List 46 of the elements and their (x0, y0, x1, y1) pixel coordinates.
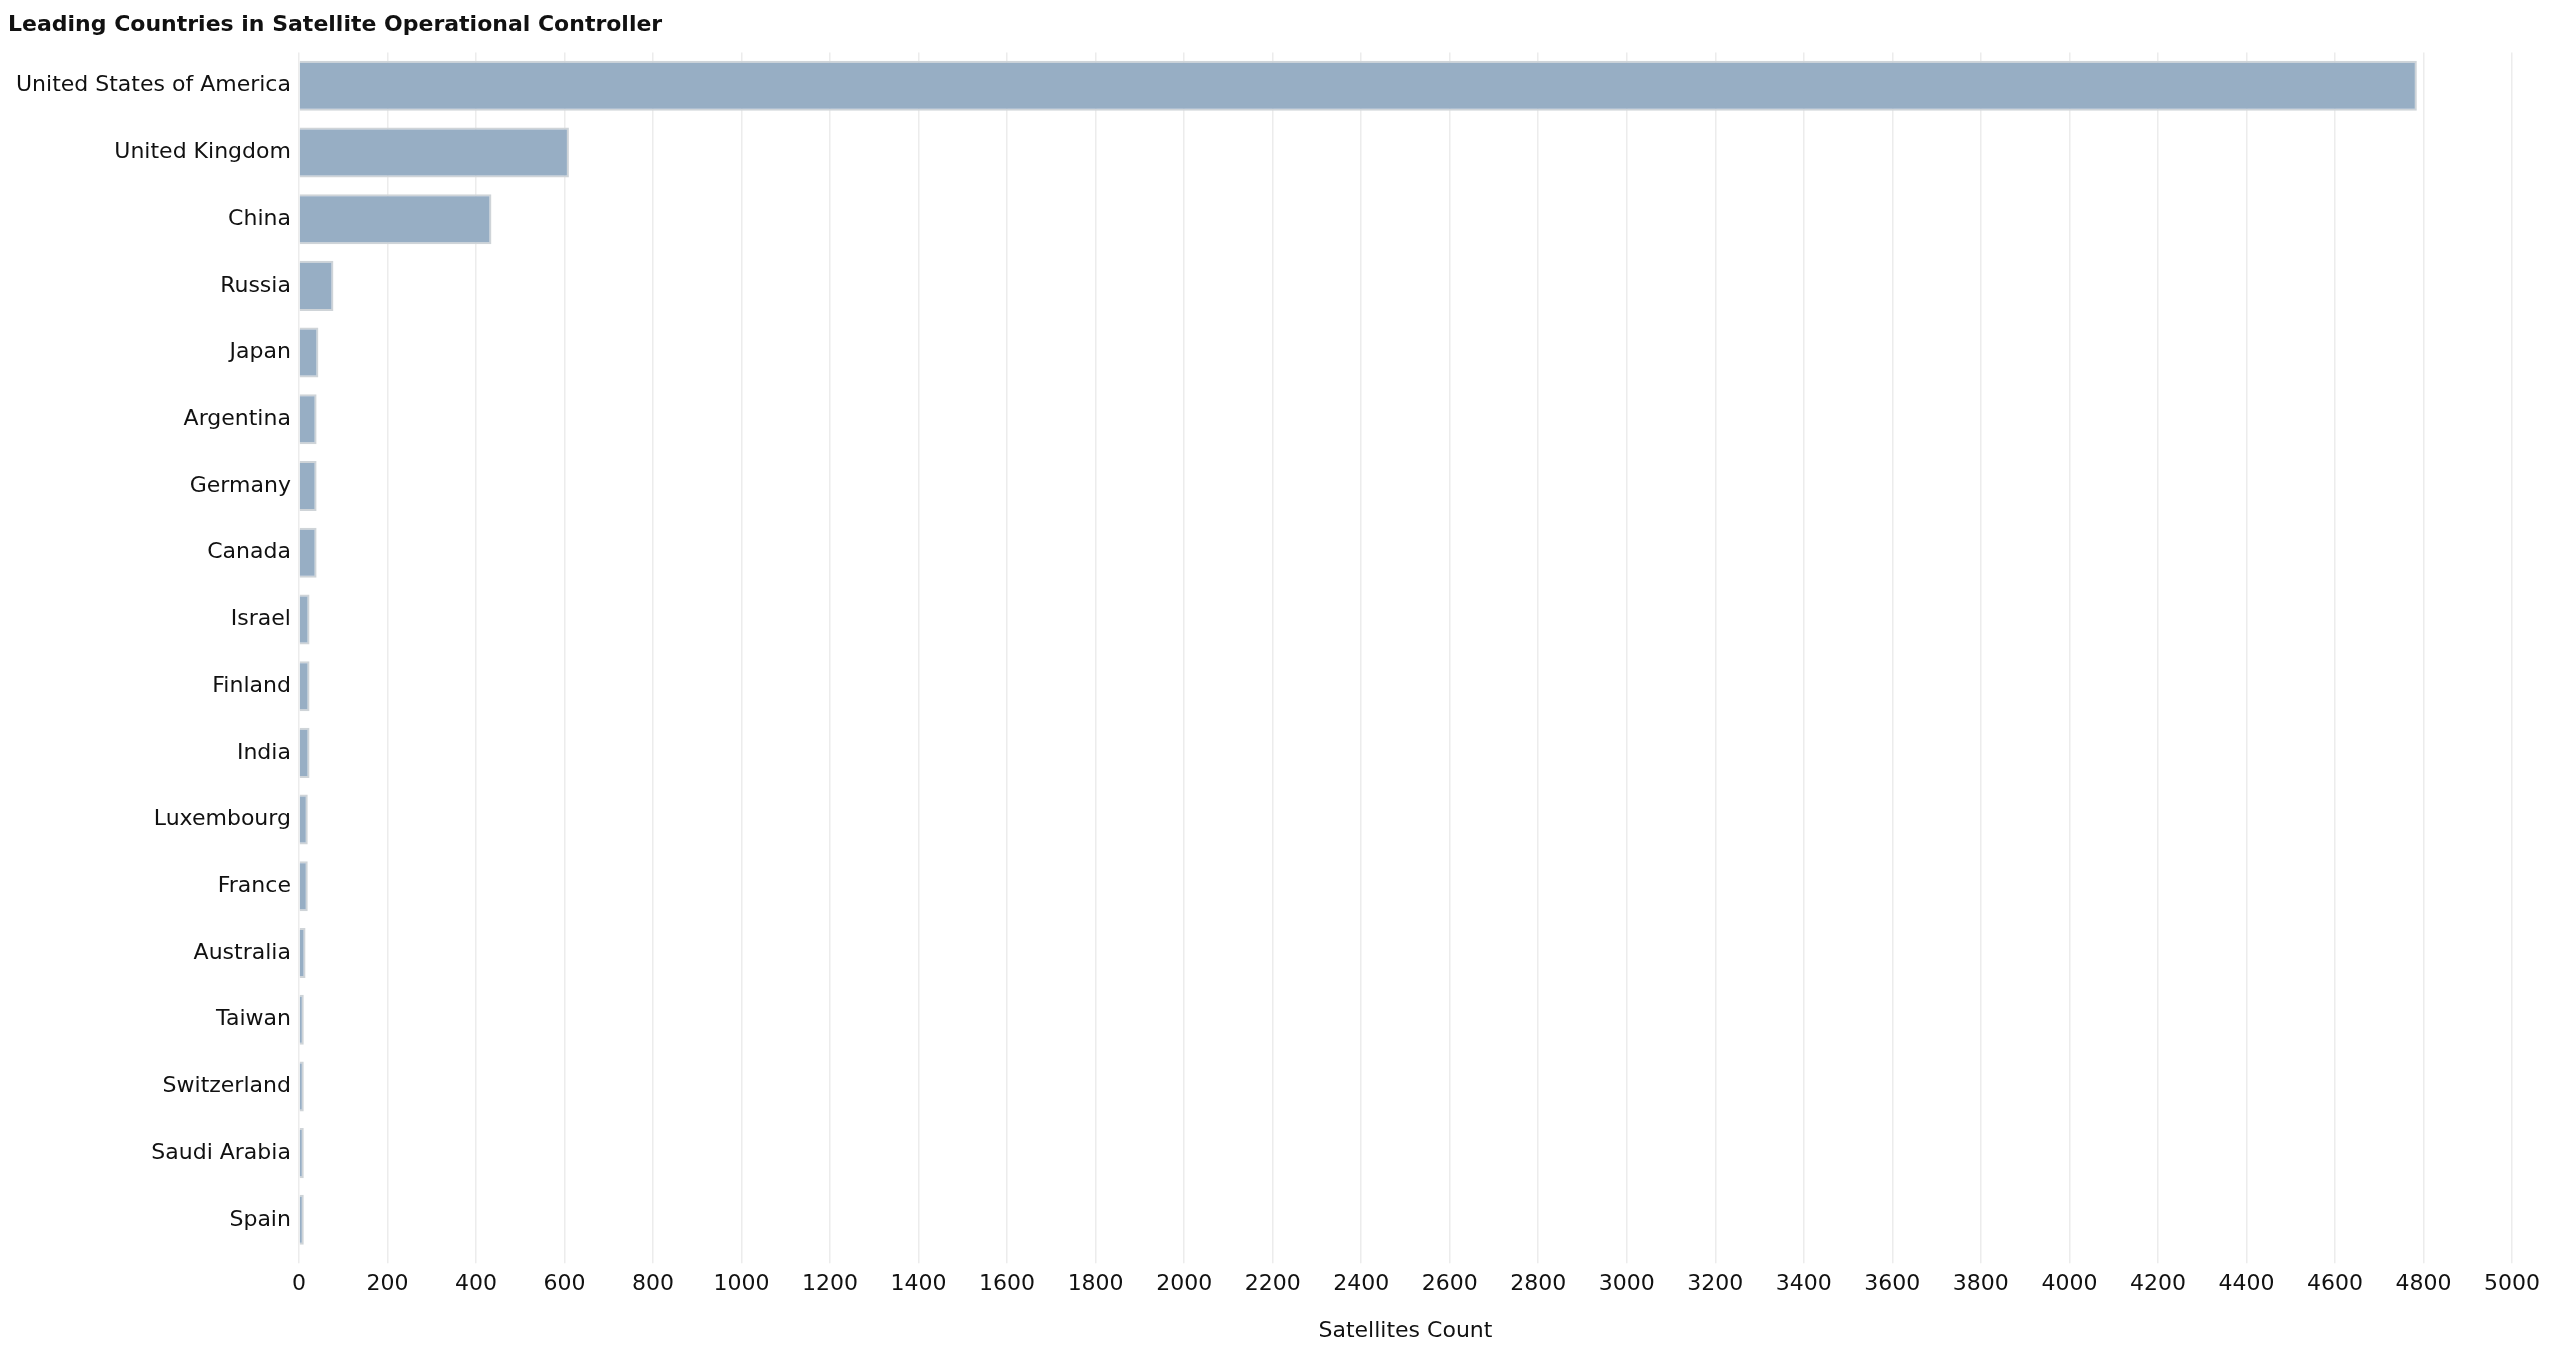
y-tick-label: Australia (193, 938, 291, 964)
x-tick-label: 3400 (1775, 1270, 1832, 1296)
x-tick-label: 600 (543, 1270, 586, 1296)
x-tick-label: 1400 (890, 1270, 947, 1296)
y-tick-label: France (217, 872, 291, 898)
x-tick-label: 0 (291, 1270, 306, 1296)
x-tick-label: 4400 (2218, 1270, 2275, 1296)
x-tick-label: 400 (454, 1270, 497, 1296)
x-tick-label: 2400 (1333, 1270, 1390, 1296)
x-tick-label: 2600 (1421, 1270, 1478, 1296)
x-tick-label: 3000 (1598, 1270, 1655, 1296)
y-tick-label: Luxembourg (153, 805, 291, 831)
y-tick-label: Spain (229, 1205, 291, 1231)
x-tick-label: 800 (632, 1270, 675, 1296)
x-tick-label: 4000 (2041, 1270, 2098, 1296)
x-tick-label: 3800 (1952, 1270, 2009, 1296)
y-tick-label: Switzerland (162, 1072, 291, 1098)
x-tick-label: 1200 (802, 1270, 859, 1296)
x-tick-label: 2200 (1244, 1270, 1301, 1296)
y-tick-label: Finland (212, 671, 291, 697)
y-tick-label: Russia (220, 271, 291, 297)
x-tick-label: 2800 (1510, 1270, 1567, 1296)
chart-title: Leading Countries in Satellite Operational Controller (8, 10, 663, 36)
x-tick-label: 3200 (1687, 1270, 1744, 1296)
y-tick-label: United Kingdom (114, 138, 291, 164)
y-tick-label: Saudi Arabia (151, 1138, 291, 1164)
y-tick-label: Japan (227, 338, 291, 364)
x-tick-label: 4800 (2395, 1270, 2452, 1296)
x-tick-label: 5000 (2484, 1270, 2541, 1296)
x-tick-label: 4200 (2129, 1270, 2186, 1296)
y-tick-label: Canada (207, 538, 291, 564)
x-tick-label: 1600 (979, 1270, 1036, 1296)
y-tick-label: Israel (230, 605, 291, 631)
y-tick-label: Taiwan (215, 1005, 291, 1031)
x-tick-label: 1000 (713, 1270, 770, 1296)
x-tick-label: 200 (366, 1270, 409, 1296)
x-tick-label: 1800 (1067, 1270, 1124, 1296)
y-tick-label: Argentina (183, 405, 291, 431)
y-tick-label: India (236, 738, 291, 764)
y-tick-label: United States of America (15, 71, 291, 97)
x-tick-label: 3600 (1864, 1270, 1921, 1296)
x-tick-label: 2000 (1156, 1270, 1213, 1296)
y-tick-label: China (228, 204, 291, 230)
x-tick-label: 4600 (2306, 1270, 2363, 1296)
y-tick-label: Germany (189, 471, 291, 497)
x-axis-title: Satellites Count (1318, 1316, 1493, 1342)
